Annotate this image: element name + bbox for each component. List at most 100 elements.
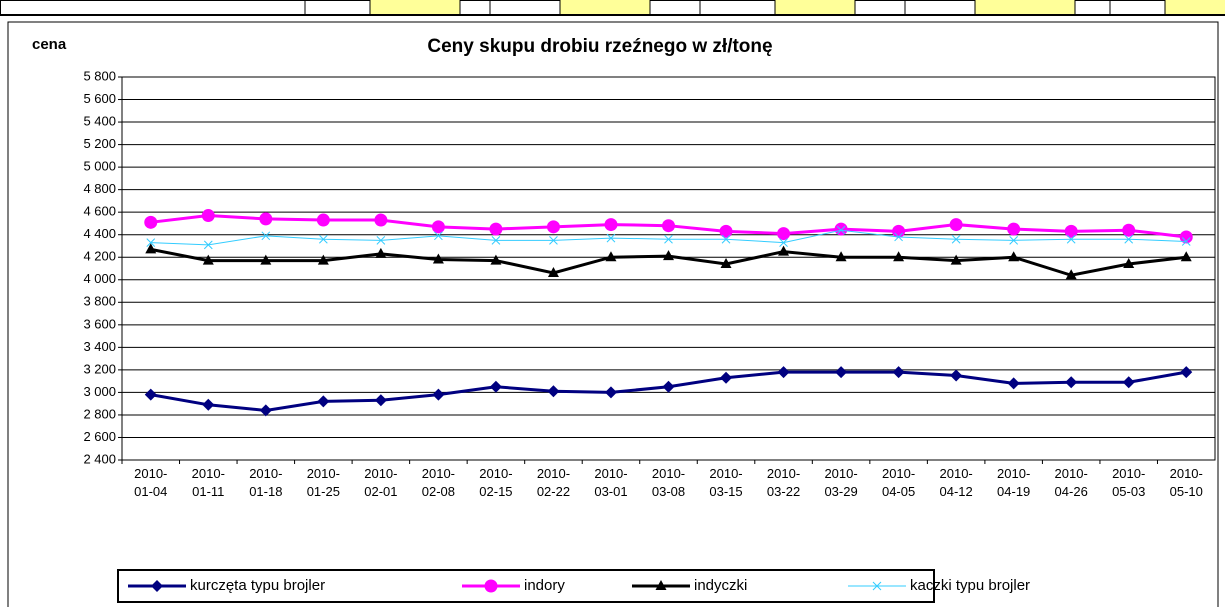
marker xyxy=(375,247,387,258)
marker xyxy=(203,240,213,250)
marker xyxy=(432,253,444,264)
marker xyxy=(720,257,732,268)
chart-title: Ceny skupu drobiu rzeźnego w zł/tonę xyxy=(427,36,772,57)
marker xyxy=(145,243,157,254)
marker xyxy=(432,388,445,401)
marker xyxy=(892,224,906,238)
marker xyxy=(662,380,675,393)
marker xyxy=(202,254,214,265)
marker xyxy=(951,234,961,244)
x-tick-label: 2010- 02-01 xyxy=(364,466,398,499)
marker xyxy=(777,227,791,241)
marker xyxy=(1180,251,1192,262)
marker xyxy=(1180,366,1193,379)
marker xyxy=(949,218,963,232)
marker xyxy=(894,232,903,242)
x-tick-label: 2010- 01-04 xyxy=(134,466,168,499)
marker xyxy=(605,251,617,262)
marker xyxy=(950,254,962,265)
x-tick-label: 2010- 04-19 xyxy=(997,466,1031,499)
marker xyxy=(872,581,882,591)
marker xyxy=(950,369,963,382)
x-tick-label: 2010- 03-22 xyxy=(766,466,801,499)
marker xyxy=(317,395,330,408)
marker xyxy=(489,222,503,236)
marker xyxy=(893,251,905,262)
marker xyxy=(434,231,443,241)
marker xyxy=(1122,376,1135,389)
y-tick-label: 4 800 xyxy=(83,181,116,196)
marker xyxy=(604,386,617,399)
y-tick-label: 5 800 xyxy=(83,68,116,83)
legend-label: indyczki xyxy=(694,577,747,594)
marker xyxy=(836,225,846,235)
marker xyxy=(1179,230,1193,244)
marker xyxy=(892,366,905,379)
y-tick-label: 3 000 xyxy=(83,384,116,399)
marker xyxy=(1007,377,1020,390)
marker xyxy=(1122,223,1136,237)
y-tick-label: 5 600 xyxy=(83,91,116,106)
marker xyxy=(1065,269,1077,280)
chart-frame xyxy=(7,21,1219,607)
x-tick-label: 2010- 01-18 xyxy=(249,466,283,499)
marker xyxy=(318,234,328,244)
marker xyxy=(546,220,560,234)
x-tick-label: 2010- 02-22 xyxy=(536,466,571,499)
x-tick-label: 2010- 02-15 xyxy=(479,466,513,499)
x-tick-label: 2010- 01-25 xyxy=(306,466,340,499)
marker xyxy=(655,580,667,590)
y-tick-label: 4 000 xyxy=(83,271,116,286)
y-tick-label: 4 600 xyxy=(83,204,116,219)
x-tick-label: 2010- 03-15 xyxy=(709,466,743,499)
y-tick-label: 5 000 xyxy=(83,159,116,174)
marker xyxy=(777,366,790,379)
y-tick-label: 5 400 xyxy=(83,113,116,128)
marker xyxy=(259,404,272,417)
marker xyxy=(146,238,156,247)
marker xyxy=(260,254,272,265)
marker xyxy=(1008,251,1020,262)
marker xyxy=(721,234,731,244)
x-tick-label: 2010- 05-10 xyxy=(1169,466,1203,499)
marker xyxy=(663,250,674,261)
marker xyxy=(664,234,673,244)
legend-label: indory xyxy=(524,577,565,594)
x-tick-label: 2010- 03-29 xyxy=(824,466,858,499)
y-tick-label: 4 400 xyxy=(83,226,116,241)
marker xyxy=(834,222,848,236)
y-tick-label: 3 200 xyxy=(83,361,116,376)
y-tick-label: 3 600 xyxy=(83,316,116,331)
marker xyxy=(1123,257,1135,268)
x-tick-label: 2010- 04-12 xyxy=(939,466,973,499)
x-tick-label: 2010- 03-01 xyxy=(594,466,628,499)
marker xyxy=(719,224,733,238)
x-tick-label: 2010- 04-05 xyxy=(881,466,916,499)
marker xyxy=(491,235,501,245)
top-table-strip xyxy=(0,0,1225,16)
marker xyxy=(489,380,502,393)
y-tick-label: 5 200 xyxy=(83,136,116,151)
marker xyxy=(144,215,158,229)
y-tick-label: 3 800 xyxy=(83,294,116,309)
marker xyxy=(1181,237,1191,246)
marker xyxy=(1124,234,1134,244)
marker xyxy=(201,209,215,223)
marker xyxy=(317,254,329,265)
x-tick-label: 2010- 01-11 xyxy=(191,466,225,499)
marker xyxy=(606,233,616,243)
marker xyxy=(1065,376,1078,389)
marker xyxy=(490,254,502,265)
marker xyxy=(202,398,215,411)
y-axis-title: cena xyxy=(32,36,67,53)
y-tick-label: 4 200 xyxy=(83,249,116,264)
marker xyxy=(144,388,157,401)
marker xyxy=(604,218,618,232)
marker xyxy=(1009,235,1019,245)
x-tick-label: 2010- 05-03 xyxy=(1112,466,1146,499)
x-tick-label: 2010- 04-26 xyxy=(1054,466,1088,499)
marker xyxy=(374,213,388,227)
marker xyxy=(316,213,330,227)
